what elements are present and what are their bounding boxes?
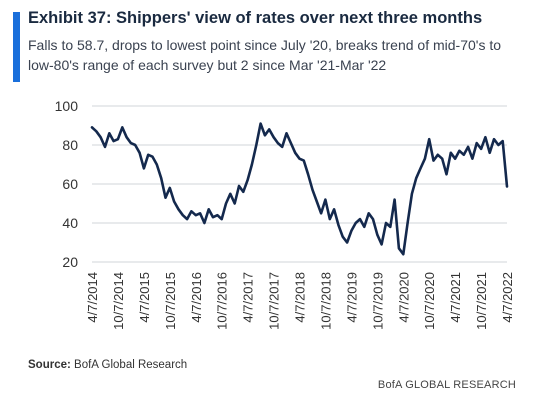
y-tick-label: 20 <box>62 254 78 270</box>
x-tick-label: 4/7/2019 <box>344 272 359 323</box>
source-note: Source: BofA Global Research <box>28 359 187 371</box>
grid-lines <box>92 105 507 263</box>
y-tick-label: 80 <box>62 137 78 153</box>
source-label: Source: <box>28 359 71 371</box>
chart-title: Exhibit 37: Shippers' view of rates over… <box>28 9 483 27</box>
y-tick-label: 60 <box>62 176 78 192</box>
x-axis-ticks: 4/7/2014 10/7/2014 4/7/2015 10/7/2015 4/7/20… <box>85 272 515 330</box>
series-line <box>90 122 509 256</box>
x-tick-label: 10/7/2019 <box>370 272 385 330</box>
x-tick-label: 4/7/2015 <box>137 272 152 323</box>
x-tick-label: 4/7/2022 <box>500 272 515 323</box>
y-tick-label: 40 <box>62 215 78 231</box>
x-tick-label: 10/7/2020 <box>422 272 437 330</box>
brand-footer: BofA GLOBAL RESEARCH <box>377 379 516 391</box>
x-tick-label: 10/7/2014 <box>111 272 126 330</box>
x-tick-label: 4/7/2014 <box>85 272 100 323</box>
x-tick-label: 10/7/2018 <box>318 272 333 330</box>
source-text: BofA Global Research <box>74 359 188 371</box>
accent-bar <box>13 12 20 82</box>
x-tick-label: 4/7/2016 <box>189 272 204 323</box>
x-tick-label: 4/7/2017 <box>241 272 256 323</box>
line-chart: 20 40 60 80 100 4/7/2014 10/7/2014 4/7/2015 10/… <box>55 98 515 330</box>
x-tick-label: 10/7/2017 <box>267 272 282 330</box>
x-tick-label: 10/7/2021 <box>474 272 489 330</box>
y-axis-ticks: 20 40 60 80 100 <box>55 98 79 270</box>
x-tick-label: 10/7/2016 <box>215 272 230 330</box>
x-tick-label: 4/7/2020 <box>396 272 411 323</box>
x-tick-label: 4/7/2018 <box>293 272 308 323</box>
y-tick-label: 100 <box>55 98 79 114</box>
chart-subtitle: Falls to 58.7, drops to lowest point sin… <box>28 37 502 73</box>
x-tick-label: 10/7/2015 <box>163 272 178 330</box>
x-tick-label: 4/7/2021 <box>448 272 463 323</box>
